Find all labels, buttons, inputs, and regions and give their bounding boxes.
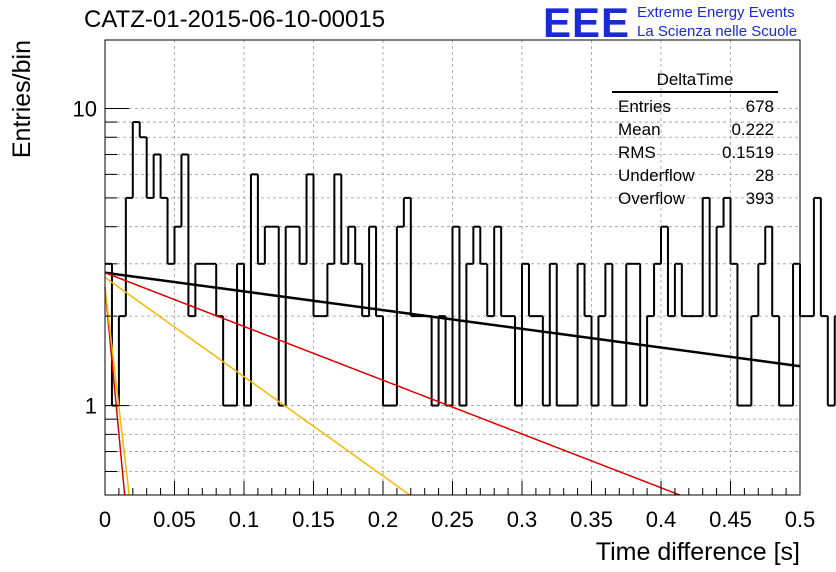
x-tick-label: 0.05 xyxy=(153,507,196,532)
histogram-group xyxy=(105,121,836,407)
chart-title: CATZ-01-2015-06-10-00015 xyxy=(84,6,386,33)
fit-curve xyxy=(104,287,130,496)
stats-row: Overflow 393 xyxy=(612,187,778,210)
fit-curve xyxy=(104,272,680,496)
eee-logo: EEE xyxy=(543,0,631,46)
stats-label: RMS xyxy=(618,143,656,162)
x-tick-label: 0.35 xyxy=(570,507,613,532)
stats-value: 28 xyxy=(755,166,774,185)
stats-box: DeltaTime Entries 678 Mean 0.222 RMS 0.1… xyxy=(612,70,778,210)
y-axis-label: Entries/bin xyxy=(8,40,36,158)
tick-labels: 0 0.05 0.1 0.15 0.2 0.25 0.3 0.35 0.4 0.45 0.5 1 10 xyxy=(73,96,816,532)
axis-ticks xyxy=(104,107,801,496)
fit-curves xyxy=(104,271,801,496)
fit-curve xyxy=(104,271,801,368)
stats-row: Mean 0.222 xyxy=(612,118,778,141)
x-tick-label: 0 xyxy=(99,507,111,532)
grid-lines xyxy=(104,40,801,496)
stats-value: 0.1519 xyxy=(722,143,774,162)
x-tick-label: 0.4 xyxy=(646,507,677,532)
x-tick-label: 0.2 xyxy=(368,507,399,532)
x-axis-label: Time difference [s] xyxy=(596,538,800,566)
stats-label: Mean xyxy=(618,120,661,139)
brand-line-1: Extreme Energy Events xyxy=(637,4,795,21)
stats-value: 0.222 xyxy=(731,120,774,139)
stats-label: Entries xyxy=(618,97,671,116)
x-tick-label: 0.3 xyxy=(507,507,538,532)
x-tick-label: 0.1 xyxy=(229,507,260,532)
x-tick-label: 0.15 xyxy=(292,507,335,532)
x-tick-label: 0.25 xyxy=(431,507,474,532)
stats-title: DeltaTime xyxy=(612,70,778,93)
stats-value: 393 xyxy=(745,189,774,208)
brand-line-2: La Scienza nelle Scuole xyxy=(637,23,798,40)
y-tick-label: 10 xyxy=(73,96,97,121)
stats-value: 678 xyxy=(745,97,774,116)
brand-text: Extreme Energy Events La Scienza nelle S… xyxy=(637,3,797,41)
stats-row: Underflow 28 xyxy=(612,164,778,187)
fit-curve xyxy=(104,287,126,496)
stats-label: Underflow xyxy=(618,166,695,185)
stats-label: Overflow xyxy=(618,189,686,208)
stats-row: Entries 678 xyxy=(612,95,778,118)
stats-row: RMS 0.1519 xyxy=(612,141,778,164)
y-tick-label: 1 xyxy=(85,394,97,419)
fit-curve xyxy=(104,276,411,496)
x-tick-label: 0.45 xyxy=(709,507,752,532)
x-tick-label: 0.5 xyxy=(785,507,816,532)
